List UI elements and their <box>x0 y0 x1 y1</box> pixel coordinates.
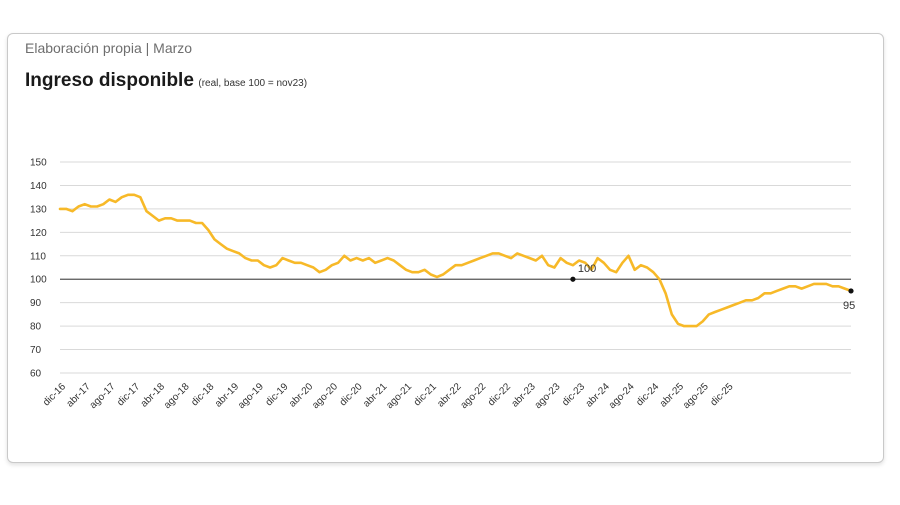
x-axis-ticks: dic-16abr-17ago-17dic-17abr-18ago-18dic-… <box>41 381 736 411</box>
chart-card <box>7 33 884 463</box>
annotation-point <box>570 276 576 282</box>
x-tick-label: dic-18 <box>189 381 216 408</box>
chart-title: Ingreso disponible <box>25 70 194 91</box>
y-tick-label: 130 <box>30 204 47 215</box>
x-tick-label: dic-19 <box>264 381 291 408</box>
y-tick-label: 140 <box>30 181 47 192</box>
y-tick-label: 60 <box>30 369 42 380</box>
x-tick-label: dic-22 <box>486 381 513 408</box>
x-tick-label: ago-21 <box>384 381 414 411</box>
x-tick-label: ago-18 <box>162 381 192 411</box>
x-tick-label: ago-25 <box>681 381 711 411</box>
x-tick-label: ago-24 <box>607 381 637 411</box>
x-tick-label: dic-21 <box>412 381 439 408</box>
chart-title-row: Ingreso disponible (real, base 100 = nov… <box>25 70 307 92</box>
annotation-point <box>848 288 854 294</box>
y-tick-label: 70 <box>30 345 42 356</box>
x-tick-label: dic-24 <box>634 381 661 408</box>
x-tick-label: dic-16 <box>41 381 68 408</box>
chart-source: Elaboración propia | Marzo <box>25 40 193 56</box>
y-tick-label: 110 <box>30 251 46 262</box>
annotation-label: 100 <box>578 263 596 275</box>
chart-lines <box>58 193 853 328</box>
y-tick-label: 90 <box>30 298 42 309</box>
series-line <box>58 193 853 328</box>
x-tick-label: ago-19 <box>236 381 266 411</box>
chart-annotations: 100 95 <box>570 263 855 312</box>
x-tick-label: ago-17 <box>88 381 118 411</box>
chart-subtitle: (real, base 100 = nov23) <box>198 78 308 89</box>
x-tick-label: dic-23 <box>560 381 587 408</box>
annotation-label: 95 <box>843 300 855 312</box>
y-tick-label: 150 <box>30 158 47 169</box>
y-tick-label: 100 <box>30 275 47 286</box>
y-tick-label: 80 <box>30 322 42 333</box>
x-tick-label: dic-25 <box>708 381 735 408</box>
x-tick-label: ago-20 <box>310 381 340 411</box>
x-tick-label: ago-23 <box>533 381 563 411</box>
chart-grid <box>60 161 851 374</box>
y-tick-label: 120 <box>30 228 47 239</box>
x-tick-label: dic-17 <box>115 381 142 408</box>
x-tick-label: dic-20 <box>338 381 365 408</box>
y-axis-ticks: 60 70 80 90 100 110 120 130 140 150 <box>30 158 47 380</box>
x-tick-label: ago-22 <box>459 381 489 411</box>
